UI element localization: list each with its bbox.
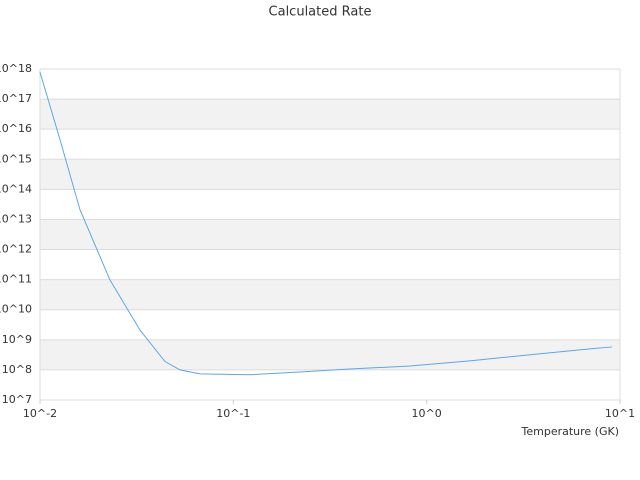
grid-band xyxy=(40,279,620,310)
plot-area xyxy=(39,68,621,401)
y-tick-label: 10^9 xyxy=(2,333,32,346)
x-tick-label: 10^1 xyxy=(605,407,635,420)
y-tick-label: 10^10 xyxy=(0,303,32,316)
x-tick-label: 10^-1 xyxy=(216,407,250,420)
y-tick-label: 10^18 xyxy=(0,62,32,75)
grid-band xyxy=(40,339,620,370)
data-line xyxy=(39,71,613,376)
grid-band xyxy=(40,159,620,190)
grid-band xyxy=(40,219,620,250)
y-tick-label: 10^13 xyxy=(0,212,32,225)
x-tick-label: 10^0 xyxy=(412,407,442,420)
y-tick-label: 10^11 xyxy=(0,273,32,286)
y-tick-label: 10^8 xyxy=(2,363,32,376)
y-tick-label: 10^16 xyxy=(0,122,32,135)
y-tick-label: 10^15 xyxy=(0,152,32,165)
y-tick-label: 10^14 xyxy=(0,182,32,195)
y-tick-label: 10^17 xyxy=(0,92,32,105)
y-tick-label: 10^7 xyxy=(2,393,32,406)
x-tick-label: 10^-2 xyxy=(23,407,57,420)
x-axis-label: Temperature (GK) xyxy=(521,425,620,438)
grid-band xyxy=(40,99,620,130)
chart-title: Calculated Rate xyxy=(269,5,372,20)
y-tick-label: 10^12 xyxy=(0,243,32,256)
